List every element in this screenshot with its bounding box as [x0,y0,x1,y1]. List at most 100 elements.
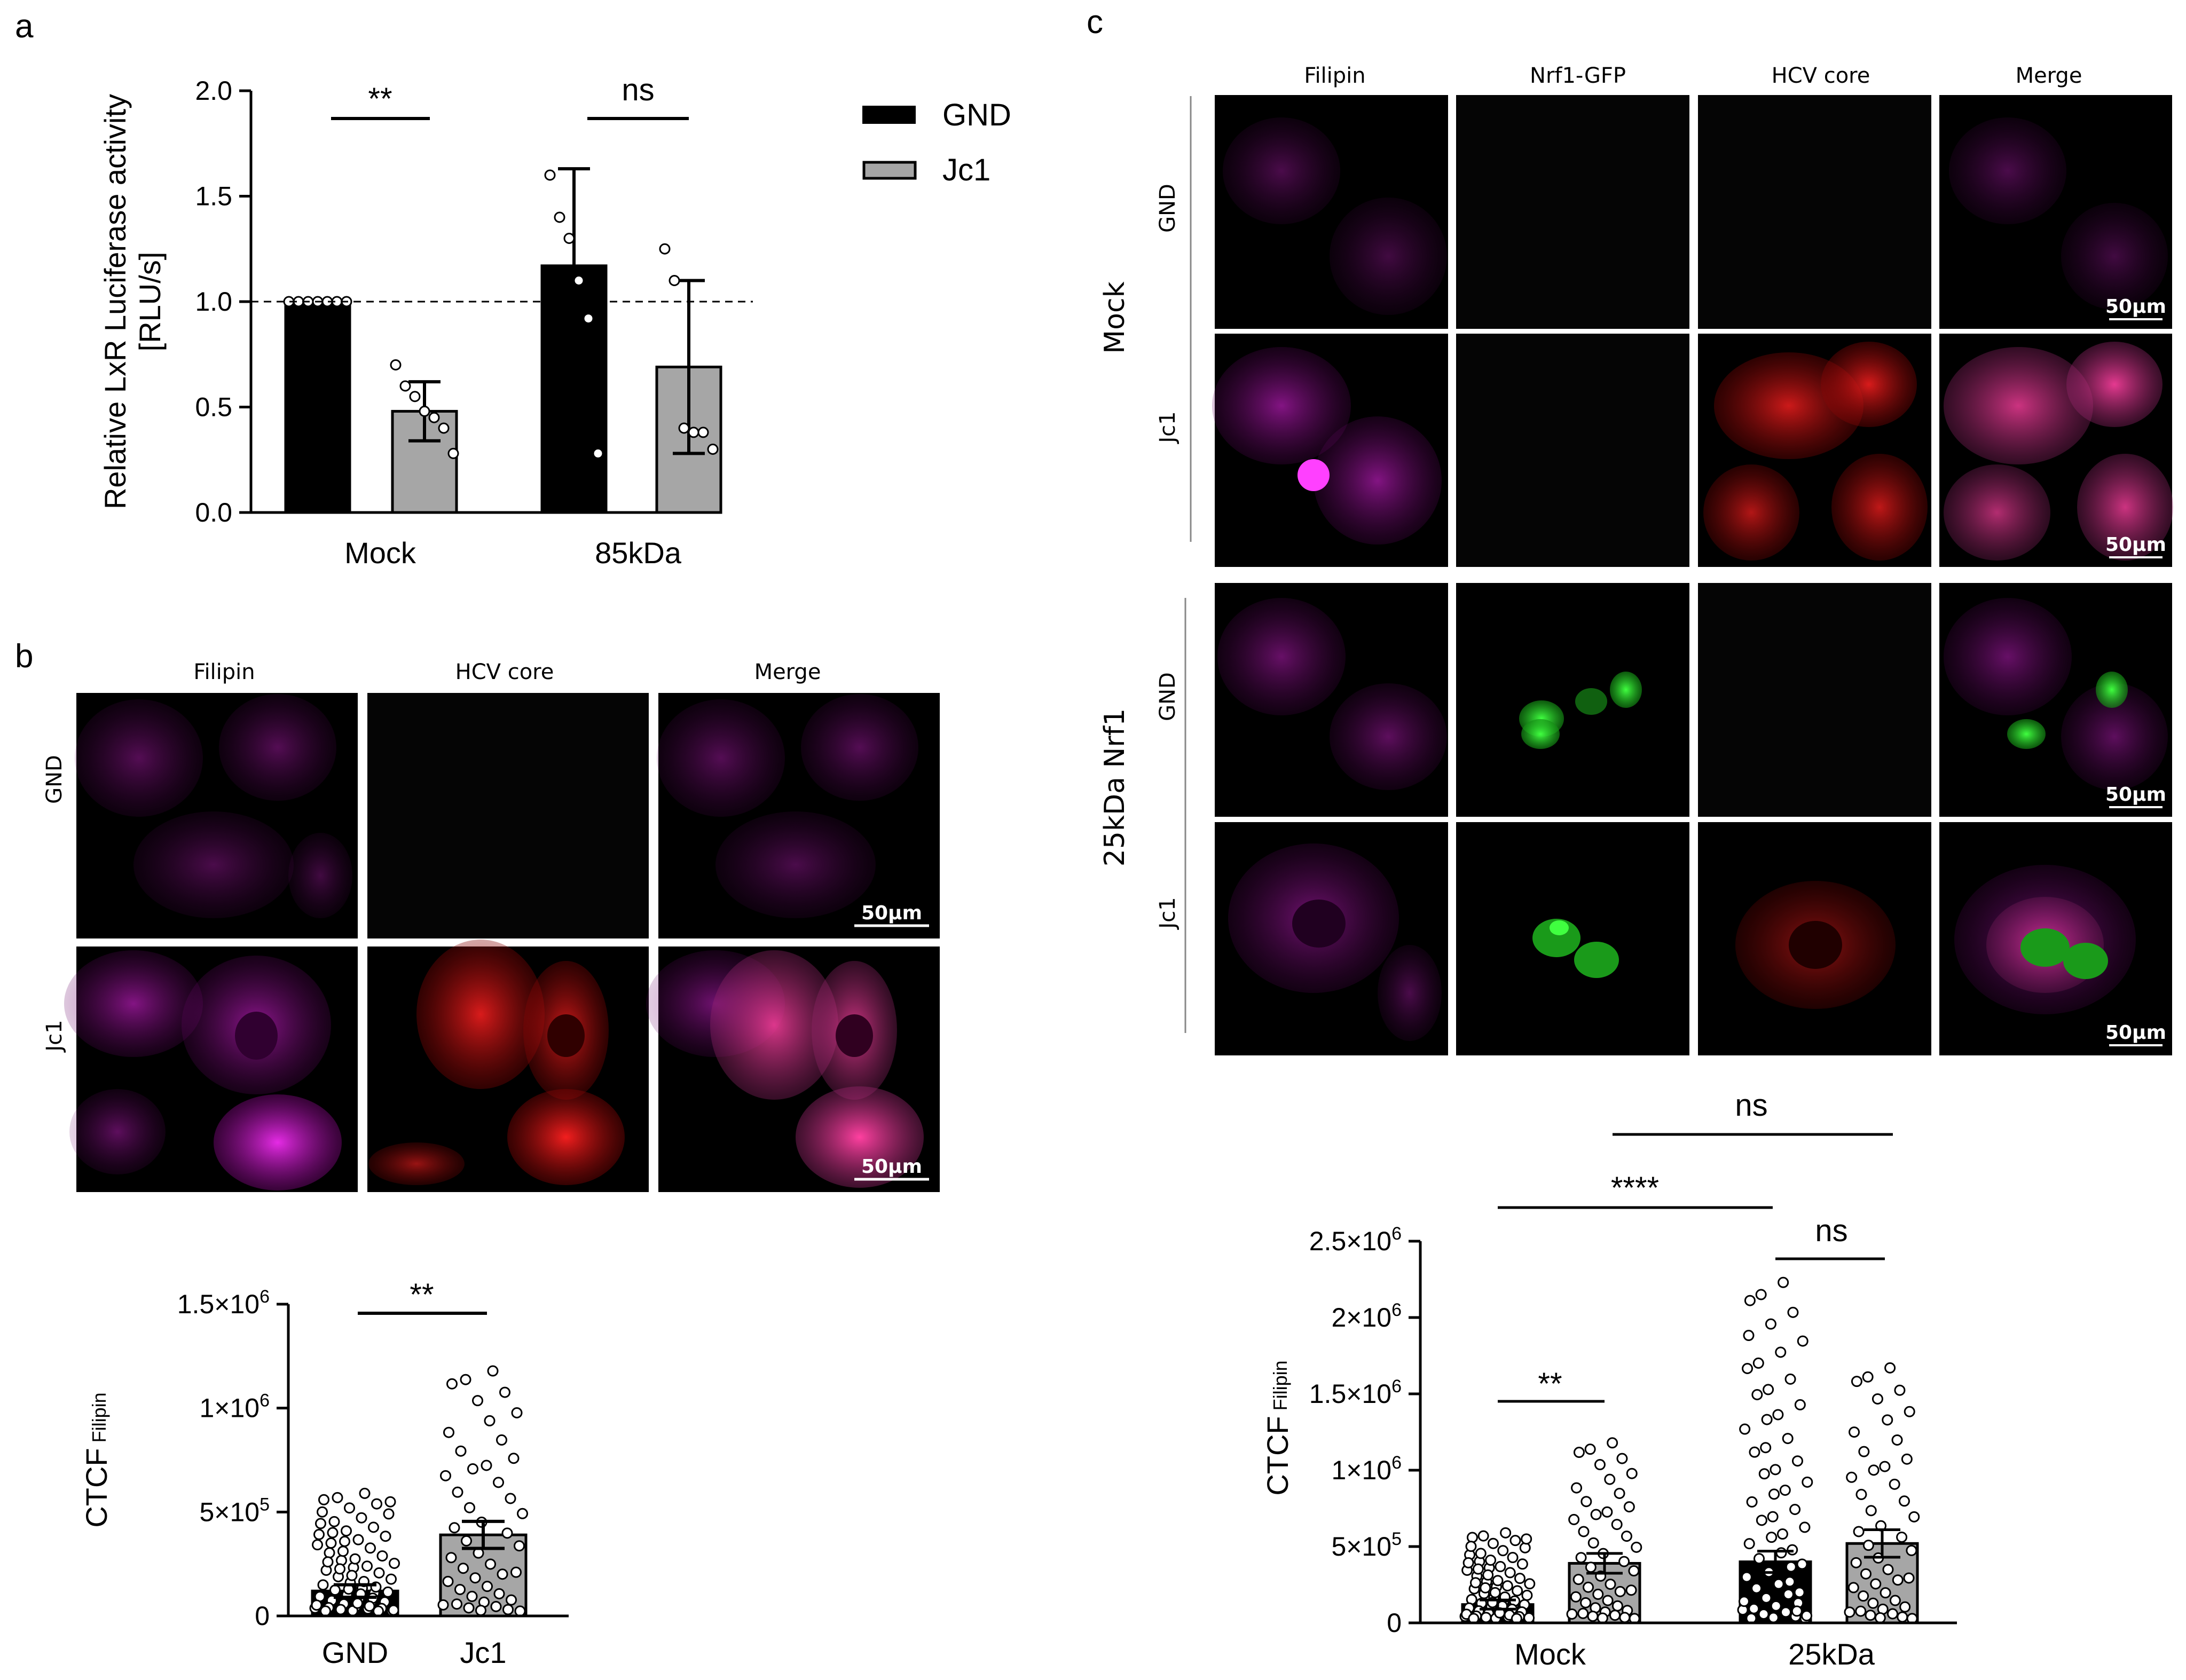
panel-b-x-tick-label: GND [322,1636,388,1669]
data-point [373,1567,385,1579]
data-point [1908,1511,1920,1523]
panel-c-group-label: Mock [1099,281,1131,353]
data-point [484,1415,496,1426]
data-point [1872,1393,1883,1405]
data-point [1501,1580,1513,1592]
data-point [487,1365,499,1377]
panel-a-x-tick-label: 85kDa [595,536,682,570]
data-point [344,1502,355,1514]
data-point [335,1604,347,1615]
data-point [445,1552,457,1564]
panel-b-sig-label: ** [410,1277,434,1312]
data-point [365,1542,376,1554]
micrograph-c-nrf1-gnd-hcv [1698,583,1931,817]
scale-bar-label: 50µm [861,1156,922,1178]
data-point [1889,1595,1901,1606]
data-point [327,1527,339,1539]
y-tick-label: 0.0 [195,498,232,527]
panel-b-row-label: GND [42,755,67,804]
data-point [442,1575,454,1587]
data-point [443,1426,454,1438]
panel-a-y-label-line2: [RLU/s] [133,252,167,352]
micrograph-c-mock-gnd-hcv [1698,95,1931,329]
data-point [384,1496,396,1508]
micrograph-c-mock-jc1-filipin [1212,334,1448,567]
data-point [472,1395,483,1407]
data-point [1773,1578,1784,1590]
data-point [356,1512,367,1524]
panel-a-sig-label: ns [622,73,654,107]
data-point [1794,1587,1805,1598]
data-point [1514,1573,1526,1584]
data-point [1507,1552,1519,1564]
data-point [485,1558,496,1570]
y-tick-label: 1.5×106 [177,1287,270,1319]
data-point [707,444,719,455]
data-point [337,1545,349,1557]
data-point [1570,1591,1582,1603]
data-point [1858,1590,1869,1602]
y-tick-label: 0 [1387,1608,1402,1638]
data-point [1605,1579,1616,1590]
data-point [1472,1563,1484,1575]
data-point [1512,1585,1523,1597]
panel-c-group-label: 25kDa Nrf1 [1099,708,1131,866]
data-point [1583,1581,1594,1593]
data-point [1772,1409,1784,1421]
y-tick-label: 1.5×106 [1309,1376,1402,1409]
data-point [1778,1276,1789,1288]
data-point [1755,1289,1767,1300]
data-point [380,1531,391,1542]
data-point [1482,1569,1494,1581]
data-point [419,405,430,417]
data-point [554,211,565,223]
data-point [1751,1389,1763,1400]
data-point [1743,1330,1755,1342]
data-point [449,1522,460,1534]
data-point [1614,1586,1626,1597]
data-point [428,412,440,423]
data-point [506,1594,517,1606]
data-point [1851,1376,1862,1387]
data-point [409,391,421,403]
data-point [1865,1610,1876,1621]
data-point [467,1463,478,1475]
data-point [1889,1478,1900,1490]
data-point [1884,1362,1896,1374]
data-point [1789,1503,1801,1515]
data-point [1844,1606,1855,1618]
data-point [388,1604,399,1616]
data-point [697,427,709,438]
panel-c-chart: 0 5×105 1×106 1.5×106 2×106 2.5×106 CTCFFilip… [1261,1088,1957,1671]
data-point [482,1581,493,1592]
data-point [1767,1511,1779,1523]
micrograph-c-nrf1-jc1-hcv [1698,822,1931,1055]
data-point [438,422,450,434]
micrograph-c-nrf1-gnd-merge: 50µm [1939,583,2172,817]
data-point [313,1528,325,1540]
data-point [1782,1433,1794,1445]
data-point [1604,1473,1616,1485]
panel-a-x-tick-label: Mock [344,536,416,570]
data-point [1592,1588,1604,1600]
data-point [312,1539,323,1551]
panel-a-y-label-line1: Relative LxR Luciferase activity [98,94,132,509]
data-point [1768,1488,1780,1500]
panel-c-y-ticks: 0 5×105 1×106 1.5×106 2×106 2.5×106 [1309,1224,1420,1638]
panel-label-c: c [1087,4,1103,41]
data-point [328,1516,340,1527]
data-point [324,1547,335,1559]
micrograph-b-jc1-merge: 50µm [646,947,940,1192]
data-point [1524,1578,1536,1590]
micrograph-c-nrf1-jc1-gfp [1456,822,1689,1055]
data-point [1619,1612,1631,1623]
data-point [1897,1611,1908,1623]
data-point [1874,1612,1886,1624]
data-point [1571,1482,1583,1494]
panel-b-microscopy: Filipin HCV core Merge GND Jc1 50µm [42,660,940,1192]
data-point [1572,1574,1584,1586]
data-point [1901,1453,1913,1465]
micrograph-c-nrf1-gnd-gfp [1456,583,1689,817]
data-point [1860,1568,1872,1580]
data-point [490,1600,502,1612]
